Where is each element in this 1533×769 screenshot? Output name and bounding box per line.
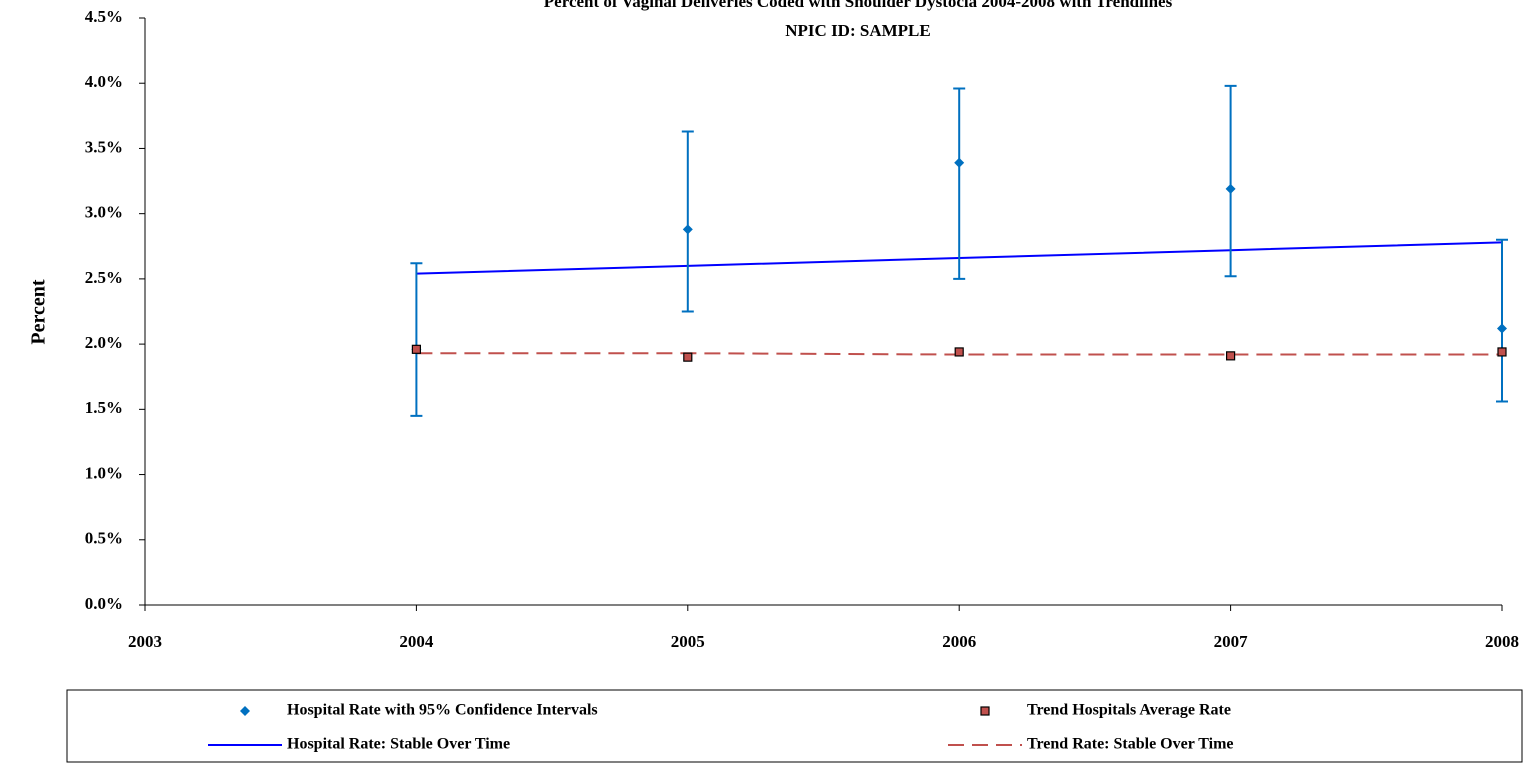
x-tick-label: 2004	[399, 632, 434, 651]
legend-label: Hospital Rate with 95% Confidence Interv…	[287, 702, 598, 719]
x-tick-label: 2006	[942, 632, 976, 651]
y-axis-label: Percent	[28, 279, 50, 344]
data-point	[954, 157, 965, 168]
legend-symbol	[980, 706, 990, 716]
x-tick-label: 2008	[1485, 632, 1519, 651]
chart-subtitle: NPIC ID: SAMPLE	[785, 21, 930, 40]
data-point	[1497, 347, 1507, 357]
data-point	[411, 344, 421, 354]
y-tick-label: 1.5%	[85, 398, 123, 417]
data-point	[682, 224, 693, 235]
y-tick-label: 2.0%	[85, 333, 123, 352]
legend-label: Trend Rate: Stable Over Time	[1027, 736, 1234, 753]
data-point	[1497, 323, 1507, 334]
error-bar	[1224, 84, 1237, 278]
y-tick-label: 3.5%	[85, 137, 123, 156]
legend-label: Hospital Rate: Stable Over Time	[287, 736, 510, 753]
error-bar	[953, 87, 966, 280]
y-tick-label: 3.0%	[85, 203, 123, 222]
legend-box	[66, 689, 1523, 763]
y-tick-label: 0.5%	[85, 529, 123, 548]
y-tick-label: 2.5%	[85, 268, 123, 287]
y-tick-label: 4.0%	[85, 72, 123, 91]
data-point	[683, 352, 693, 362]
y-tick-label: 0.0%	[85, 594, 123, 613]
legend: Hospital Rate with 95% Confidence Interv…	[208, 702, 1234, 753]
error-bar	[681, 130, 694, 313]
x-tick-label: 2005	[671, 632, 705, 651]
y-tick-label: 4.5%	[85, 7, 123, 26]
error-bar	[1496, 238, 1508, 403]
chart-title: Percent of Vaginal Deliveries Coded with…	[544, 0, 1173, 11]
y-tick-label: 1.0%	[85, 463, 123, 482]
legend-symbol	[240, 706, 250, 716]
x-tick-label: 2003	[128, 632, 162, 651]
legend-label: Trend Hospitals Average Rate	[1027, 702, 1231, 719]
data-point	[1225, 183, 1236, 194]
data-point	[954, 347, 964, 357]
error-bar	[410, 262, 423, 417]
data-point	[1225, 351, 1236, 361]
x-tick-label: 2007	[1214, 632, 1249, 651]
